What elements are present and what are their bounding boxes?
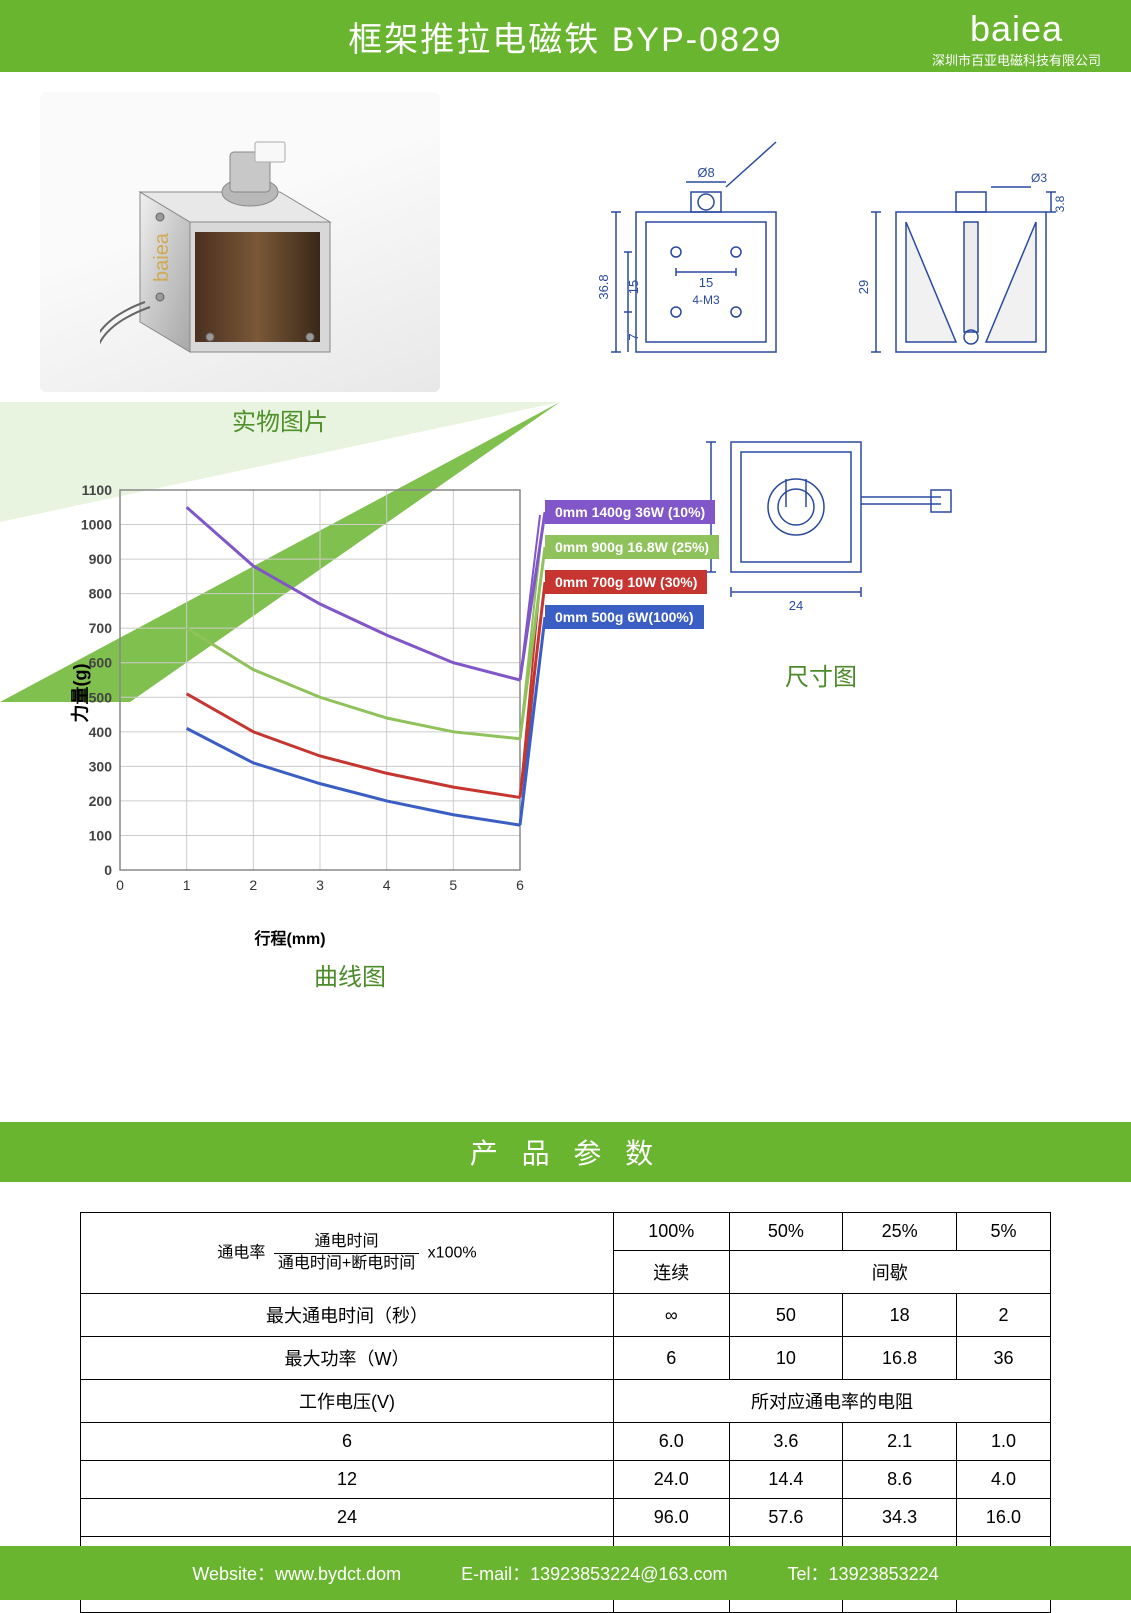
svg-text:1100: 1100 bbox=[82, 482, 113, 498]
brand-block: baiea 深圳市百亚电磁科技有限公司 bbox=[932, 8, 1101, 69]
svg-text:7: 7 bbox=[626, 333, 641, 340]
svg-text:Ø3: Ø3 bbox=[1031, 171, 1047, 185]
col-50: 50% bbox=[729, 1213, 843, 1251]
svg-text:6: 6 bbox=[516, 877, 524, 893]
svg-text:700: 700 bbox=[89, 620, 113, 636]
mode-continuous: 连续 bbox=[613, 1251, 729, 1294]
brand-logo: baiea bbox=[932, 8, 1101, 50]
resistance-header: 所对应通电率的电阻 bbox=[613, 1380, 1050, 1423]
mode-intermittent: 间歇 bbox=[729, 1251, 1050, 1294]
force-stroke-chart: 力量(g) 0123456010020030040050060070080090… bbox=[40, 480, 720, 992]
svg-text:0: 0 bbox=[104, 862, 112, 878]
legend-item: 0mm 500g 6W(100%) bbox=[545, 605, 704, 629]
svg-text:300: 300 bbox=[89, 758, 113, 774]
chart-title: 曲线图 bbox=[0, 957, 720, 992]
svg-text:3.8: 3.8 bbox=[1053, 195, 1067, 212]
voltage-label: 工作电压(V) bbox=[81, 1380, 614, 1423]
svg-text:0: 0 bbox=[116, 877, 124, 893]
col-100: 100% bbox=[613, 1213, 729, 1251]
svg-text:15: 15 bbox=[699, 275, 713, 290]
y-axis-label: 力量(g) bbox=[66, 664, 92, 723]
footer-website: Website：www.bydct.dom bbox=[192, 1560, 401, 1586]
footer-tel: Tel：13923853224 bbox=[788, 1560, 939, 1586]
svg-text:2: 2 bbox=[249, 877, 257, 893]
svg-text:24: 24 bbox=[789, 598, 803, 613]
svg-text:5: 5 bbox=[449, 877, 457, 893]
svg-text:4: 4 bbox=[383, 877, 391, 893]
svg-text:4-M3: 4-M3 bbox=[692, 293, 720, 307]
x-axis-label: 行程(mm) bbox=[0, 925, 720, 949]
col-25: 25% bbox=[843, 1213, 957, 1251]
product-photo: baiea bbox=[40, 92, 440, 392]
svg-text:1: 1 bbox=[183, 877, 191, 893]
legend-item: 0mm 900g 16.8W (25%) bbox=[545, 535, 719, 559]
footer-email: E-mail：13923853224@163.com bbox=[461, 1560, 727, 1586]
col-5: 5% bbox=[956, 1213, 1050, 1251]
svg-text:baiea: baiea bbox=[151, 232, 173, 282]
legend-item: 0mm 1400g 36W (10%) bbox=[545, 500, 715, 524]
tech-side-view: 29 3.8 Ø3 bbox=[856, 132, 1076, 392]
page-title: 框架推拉电磁铁 BYP-0829 bbox=[348, 12, 782, 61]
header-bar: 框架推拉电磁铁 BYP-0829 baiea 深圳市百亚电磁科技有限公司 bbox=[0, 0, 1131, 72]
max-power-label: 最大功率（W） bbox=[81, 1337, 614, 1380]
svg-text:400: 400 bbox=[89, 724, 113, 740]
photo-label: 实物图片 bbox=[40, 402, 520, 437]
svg-text:1000: 1000 bbox=[81, 517, 112, 533]
svg-text:100: 100 bbox=[89, 827, 113, 843]
resistance-row: 66.03.62.11.0 bbox=[81, 1423, 1051, 1461]
tech-top-view: 36.8 15 7 15 4-M3 Ø8 bbox=[566, 132, 826, 392]
svg-text:Ø8: Ø8 bbox=[697, 165, 714, 180]
legend-item: 0mm 700g 10W (30%) bbox=[545, 570, 707, 594]
params-header: 产 品 参 数 bbox=[0, 1122, 1131, 1182]
product-photo-area: baiea 实物图片 bbox=[40, 92, 520, 437]
svg-text:29: 29 bbox=[856, 280, 871, 294]
svg-text:900: 900 bbox=[89, 551, 113, 567]
solenoid-illustration: baiea bbox=[100, 122, 380, 362]
resistance-row: 1224.014.48.64.0 bbox=[81, 1461, 1051, 1499]
max-on-label: 最大通电时间（秒） bbox=[81, 1294, 614, 1337]
svg-text:15: 15 bbox=[626, 280, 641, 294]
brand-subtitle: 深圳市百亚电磁科技有限公司 bbox=[932, 50, 1101, 69]
svg-text:800: 800 bbox=[89, 586, 113, 602]
footer-bar: Website：www.bydct.dom E-mail：13923853224… bbox=[0, 1546, 1131, 1600]
svg-text:3: 3 bbox=[316, 877, 324, 893]
duty-cycle-formula: 通电率 通电时间通电时间+断电时间 x100% bbox=[81, 1213, 614, 1294]
svg-text:200: 200 bbox=[89, 793, 113, 809]
svg-text:36.8: 36.8 bbox=[596, 274, 611, 299]
resistance-row: 2496.057.634.316.0 bbox=[81, 1499, 1051, 1537]
